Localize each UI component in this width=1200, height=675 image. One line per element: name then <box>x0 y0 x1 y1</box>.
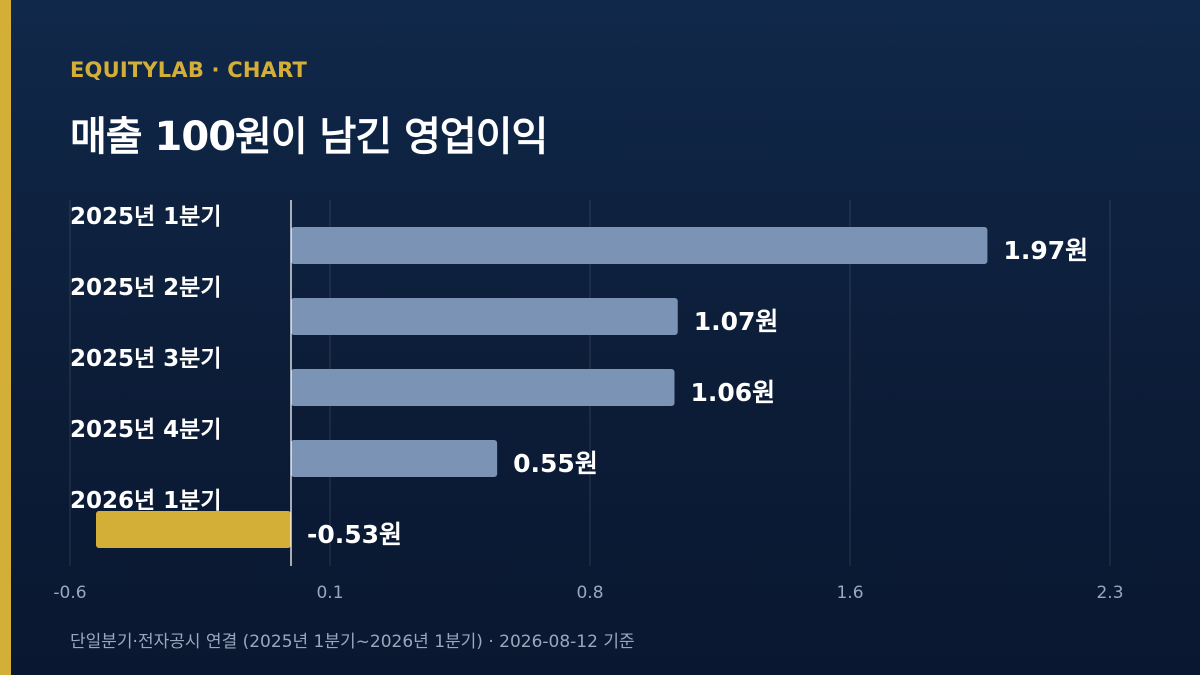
x-tick-label: -0.6 <box>53 583 86 603</box>
accent-bar <box>0 0 11 675</box>
category-label: 2026년 1분기 <box>70 488 222 514</box>
category-label: 2025년 1분기 <box>70 204 222 230</box>
category-label: 2025년 4분기 <box>70 417 222 443</box>
bar <box>291 440 498 477</box>
category-label: 2025년 3분기 <box>70 346 222 372</box>
bar <box>291 298 678 335</box>
x-tick-label: 0.8 <box>576 583 603 603</box>
footer-note: 단일분기·전자공시 연결 (2025년 1분기~2026년 1분기) · 202… <box>70 632 635 652</box>
value-label: 1.07원 <box>694 307 779 336</box>
bar <box>291 369 675 406</box>
x-tick-label: 2.3 <box>1096 583 1123 603</box>
chart-title: 매출 100원이 남긴 영업이익 <box>70 114 548 160</box>
bar <box>96 511 291 548</box>
value-label: 0.55원 <box>513 449 598 478</box>
value-label: -0.53원 <box>307 520 402 549</box>
value-label: 1.97원 <box>1003 236 1088 265</box>
brand-label: EQUITYLAB · CHART <box>70 58 308 82</box>
value-label: 1.06원 <box>691 378 776 407</box>
bar <box>291 227 988 264</box>
category-label: 2025년 2분기 <box>70 275 222 301</box>
x-tick-label: 1.6 <box>836 583 863 603</box>
x-tick-label: 0.1 <box>316 583 343 603</box>
